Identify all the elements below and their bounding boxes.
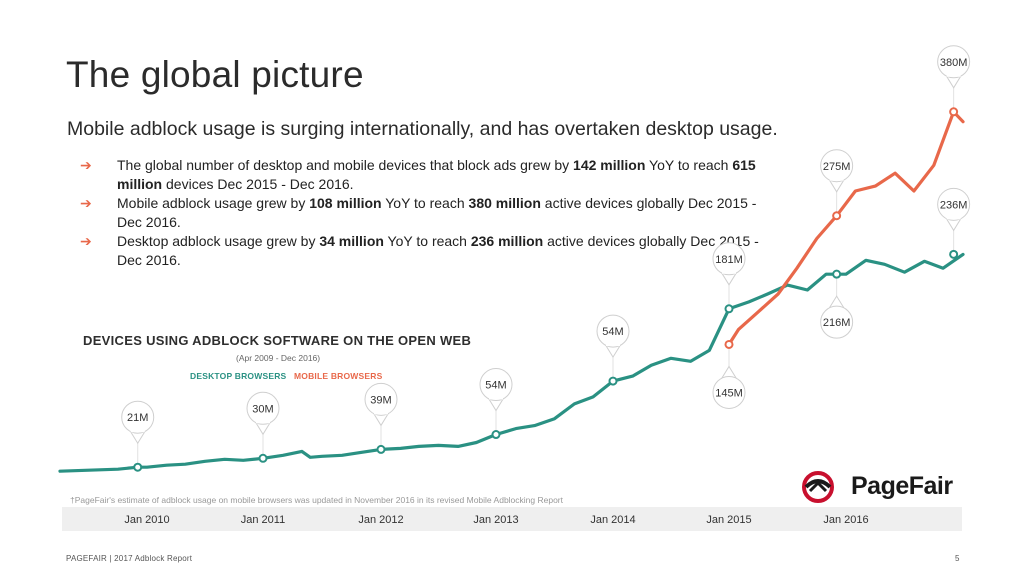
callout-pointer bbox=[945, 74, 963, 89]
callout-bubble bbox=[712, 375, 746, 409]
callout-bubble bbox=[820, 305, 854, 339]
legend-mobile: MOBILE BROWSERS bbox=[294, 371, 383, 381]
bullet-list: ➔ The global number of desktop and mobile… bbox=[80, 156, 760, 270]
bullet-highlight: 142 million bbox=[573, 157, 646, 173]
arrow-icon: ➔ bbox=[80, 233, 92, 249]
callout-label: 145M bbox=[715, 387, 743, 399]
x-tick-label: Jan 2015 bbox=[706, 514, 751, 526]
chart-title: DEVICES USING ADBLOCK SOFTWARE ON THE OP… bbox=[83, 333, 472, 348]
x-tick-label: Jan 2016 bbox=[823, 514, 868, 526]
bullet-text: YoY to reach bbox=[383, 233, 471, 249]
callout-label: 21M bbox=[127, 412, 148, 424]
callout-mask bbox=[130, 427, 145, 433]
pagefair-logo-icon bbox=[802, 471, 834, 503]
bullet-item: ➔ The global number of desktop and mobile… bbox=[80, 156, 760, 194]
page-number: 5 bbox=[955, 554, 960, 563]
callout-label: 54M bbox=[602, 326, 623, 338]
x-tick-label: Jan 2013 bbox=[473, 514, 518, 526]
callout-mask bbox=[946, 214, 961, 220]
data-point-marker bbox=[258, 453, 268, 463]
callout-pointer bbox=[828, 178, 846, 193]
callout-bubble bbox=[246, 391, 280, 425]
data-point-marker bbox=[133, 462, 143, 472]
logo-text: PageFair bbox=[851, 472, 953, 500]
callout-bubble bbox=[712, 242, 746, 276]
callout-mask bbox=[374, 409, 388, 415]
x-tick-label: Jan 2014 bbox=[590, 514, 635, 526]
bullet-text: YoY to reach bbox=[381, 195, 469, 211]
slide-subtitle: Mobile adblock usage is surging internat… bbox=[67, 118, 778, 140]
bullet-text: active devices globally Dec 2015 - Dec 2… bbox=[117, 195, 757, 230]
callout-bubble bbox=[937, 45, 971, 79]
callout-pointer bbox=[254, 421, 272, 436]
callout-pointer bbox=[945, 217, 963, 232]
callout-mask bbox=[606, 341, 620, 347]
callout-mask bbox=[489, 394, 503, 400]
callout-mask bbox=[946, 71, 961, 77]
callout-mask bbox=[722, 268, 736, 274]
callout-label: 181M bbox=[715, 254, 743, 266]
bullet-highlight: 236 million bbox=[470, 233, 544, 249]
data-point-marker bbox=[832, 211, 842, 221]
callout-pointer bbox=[828, 295, 846, 310]
data-point-marker bbox=[949, 107, 959, 117]
callout-pointer bbox=[487, 397, 505, 412]
callout-label: 380M bbox=[940, 57, 968, 69]
data-point-marker bbox=[832, 269, 842, 279]
data-point-marker bbox=[724, 304, 734, 314]
chart-date-range: (Apr 2009 - Dec 2016) bbox=[236, 353, 321, 363]
callout-bubble bbox=[479, 368, 513, 402]
callout-pointer bbox=[720, 271, 738, 286]
bullet-item: ➔ Mobile adblock usage grew by 108 millio… bbox=[80, 194, 760, 232]
desktop-series-line bbox=[58, 252, 965, 473]
data-point-marker bbox=[608, 376, 618, 386]
arrow-icon: ➔ bbox=[80, 195, 92, 211]
bullet-text: active devices globally Dec 2015 - Dec 2… bbox=[117, 233, 759, 268]
legend-desktop: DESKTOP BROWSERS bbox=[190, 371, 287, 381]
callout-bubble bbox=[121, 400, 155, 434]
bullet-highlight: 615 million bbox=[117, 157, 756, 192]
callout-bubble bbox=[820, 149, 854, 183]
footer-report-name: PAGEFAIR | 2017 Adblock Report bbox=[66, 554, 193, 563]
arrow-icon: ➔ bbox=[80, 157, 92, 173]
bullet-text: The global number of desktop and mobile … bbox=[117, 157, 574, 173]
mobile-series-line bbox=[727, 110, 965, 346]
x-tick-label: Jan 2010 bbox=[124, 514, 169, 526]
callout-label: 216M bbox=[823, 317, 851, 329]
callout-label: 54M bbox=[485, 380, 506, 392]
bullet-highlight: 108 million bbox=[309, 195, 382, 211]
x-tick-label: Jan 2011 bbox=[241, 514, 285, 526]
bullet-text: devices Dec 2015 - Dec 2016. bbox=[162, 176, 354, 192]
callout-label: 236M bbox=[940, 199, 968, 211]
data-point-marker bbox=[491, 430, 501, 440]
data-point-marker bbox=[376, 444, 386, 454]
x-axis-band bbox=[62, 507, 962, 531]
callout-mask bbox=[256, 418, 270, 424]
slide-title: The global picture bbox=[66, 54, 364, 95]
bullet-highlight: 380 million bbox=[468, 195, 541, 211]
callout-pointer bbox=[129, 429, 147, 445]
bullet-item: ➔ Desktop adblock usage grew by 34 millio… bbox=[80, 232, 760, 270]
footnote: †PageFair's estimate of adblock usage on… bbox=[70, 495, 563, 505]
callout-mask bbox=[829, 175, 844, 181]
callout-mask bbox=[722, 378, 736, 384]
callout-mask bbox=[829, 308, 844, 314]
callout-label: 275M bbox=[823, 161, 851, 173]
data-point-marker bbox=[949, 249, 959, 259]
callout-pointer bbox=[604, 343, 622, 359]
x-tick-label: Jan 2012 bbox=[358, 514, 403, 526]
callout-bubble bbox=[364, 382, 398, 416]
callout-bubble bbox=[596, 314, 630, 348]
callout-pointer bbox=[372, 412, 390, 427]
callout-label: 30M bbox=[252, 403, 273, 415]
bullet-text: Desktop adblock usage grew by bbox=[117, 233, 320, 249]
callout-bubble bbox=[937, 187, 971, 221]
data-point-marker bbox=[724, 339, 734, 349]
bullet-text: YoY to reach bbox=[645, 157, 733, 173]
callout-label: 39M bbox=[370, 394, 391, 406]
bullet-highlight: 34 million bbox=[319, 233, 384, 249]
bullet-text: Mobile adblock usage grew by bbox=[117, 195, 310, 211]
callout-pointer bbox=[720, 365, 738, 380]
